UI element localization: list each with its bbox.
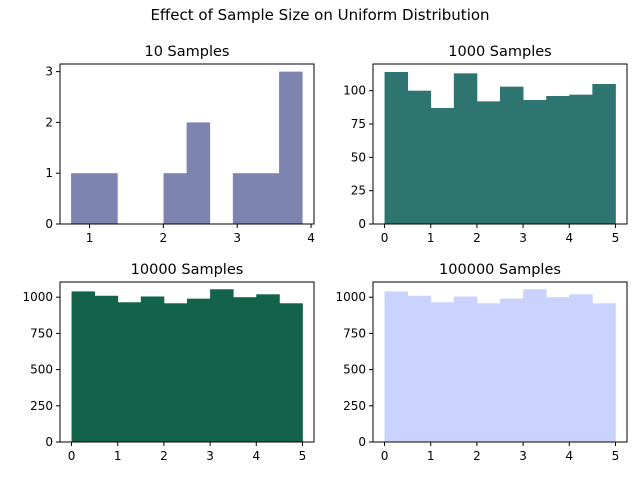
axes-frame <box>59 281 315 443</box>
x-tick-label: 4 <box>307 231 315 245</box>
y-tick-label: 1 <box>45 166 53 180</box>
histogram-bar <box>94 295 119 442</box>
y-tick-label: 3 <box>45 65 53 79</box>
x-tick-label: 2 <box>473 231 481 245</box>
axes-frame <box>372 63 628 225</box>
histogram-bar <box>233 297 257 442</box>
x-tick-label: 2 <box>160 449 168 463</box>
x-tick-label: 5 <box>612 449 620 463</box>
histogram-bar <box>453 296 478 442</box>
x-tick-label: 1 <box>114 449 122 463</box>
histogram-bar <box>140 296 165 442</box>
x-tick-label: 4 <box>565 231 573 245</box>
x-tick-label: 3 <box>519 231 527 245</box>
x-tick-label: 1 <box>427 231 435 245</box>
histogram-bar <box>523 100 547 224</box>
axes-frame <box>372 281 628 443</box>
histogram-bar <box>163 303 188 442</box>
y-tick-label: 500 <box>30 363 53 377</box>
histogram-bar <box>279 303 303 442</box>
histogram-bar <box>232 173 257 224</box>
histogram-bar <box>163 173 188 224</box>
x-tick-label: 0 <box>68 449 76 463</box>
histogram-bar <box>430 302 455 442</box>
x-tick-label: 3 <box>206 449 214 463</box>
histogram-bar <box>407 295 432 442</box>
histogram-bar <box>210 289 234 442</box>
axes-frame <box>59 63 315 225</box>
y-tick-label: 250 <box>30 399 53 413</box>
x-tick-label: 3 <box>519 449 527 463</box>
y-tick-label: 0 <box>358 435 366 449</box>
x-tick-label: 4 <box>565 449 573 463</box>
subplot-title: 10 Samples <box>145 44 230 60</box>
y-tick-label: 250 <box>343 399 366 413</box>
y-tick-label: 750 <box>343 326 366 340</box>
histogram-bar <box>71 173 95 224</box>
histogram-bar <box>187 298 211 442</box>
y-tick-label: 25 <box>351 184 366 198</box>
histogram-bar <box>407 90 432 225</box>
histogram-bar <box>117 302 142 442</box>
histogram-bar <box>592 84 616 224</box>
histogram-bar <box>569 94 593 225</box>
figure-title: Effect of Sample Size on Uniform Distrib… <box>150 6 490 24</box>
subplot-title: 100000 Samples <box>439 262 561 278</box>
histogram-bar <box>476 303 501 442</box>
histogram-bar <box>71 291 96 442</box>
x-tick-label: 0 <box>381 449 389 463</box>
histogram-bar <box>500 86 524 225</box>
histogram-bar <box>279 71 303 224</box>
y-tick-label: 750 <box>30 326 53 340</box>
histogram-bar <box>523 289 547 442</box>
subplot-title: 10000 Samples <box>131 262 244 278</box>
histogram-bar <box>500 298 524 442</box>
subplot-4: 0 1 2 3 4 5 0 250 500 750 1000 100000 Samples <box>335 262 628 463</box>
y-tick-label: 2 <box>45 115 53 129</box>
histogram-bar <box>430 108 455 224</box>
y-tick-label: 500 <box>343 363 366 377</box>
x-tick-label: 5 <box>612 231 620 245</box>
histogram-bar <box>255 173 280 224</box>
y-tick-label: 0 <box>358 217 366 231</box>
subplot-1: 1 2 3 4 0 1 2 3 10 Samples <box>45 44 315 245</box>
x-tick-label: 2 <box>473 449 481 463</box>
y-tick-label: 100 <box>343 84 366 98</box>
subplot-3: 0 1 2 3 4 5 0 250 500 750 1000 10000 Samples <box>22 262 315 463</box>
histogram-bar <box>569 294 593 442</box>
histogram-bar <box>186 122 211 224</box>
histogram-bar <box>546 297 570 442</box>
y-tick-label: 0 <box>45 217 53 231</box>
subplot-title: 1000 Samples <box>448 44 551 60</box>
y-tick-label: 1000 <box>22 290 53 304</box>
y-tick-label: 0 <box>45 435 53 449</box>
histogram-bar <box>476 101 501 224</box>
y-tick-label: 50 <box>351 150 366 164</box>
x-tick-label: 5 <box>299 449 307 463</box>
x-tick-label: 2 <box>160 231 168 245</box>
histogram-bar <box>592 303 616 442</box>
x-tick-label: 4 <box>252 449 260 463</box>
histogram-bar <box>256 294 280 442</box>
y-tick-label: 1000 <box>335 290 366 304</box>
histogram-bar <box>94 173 118 224</box>
x-tick-label: 3 <box>233 231 241 245</box>
histogram-bar <box>546 96 570 224</box>
y-tick-label: 75 <box>351 117 366 131</box>
x-tick-label: 1 <box>86 231 94 245</box>
histogram-bar <box>384 72 409 224</box>
histogram-bar <box>384 291 409 442</box>
x-tick-label: 0 <box>381 231 389 245</box>
x-tick-label: 1 <box>427 449 435 463</box>
histogram-bar <box>453 73 478 224</box>
